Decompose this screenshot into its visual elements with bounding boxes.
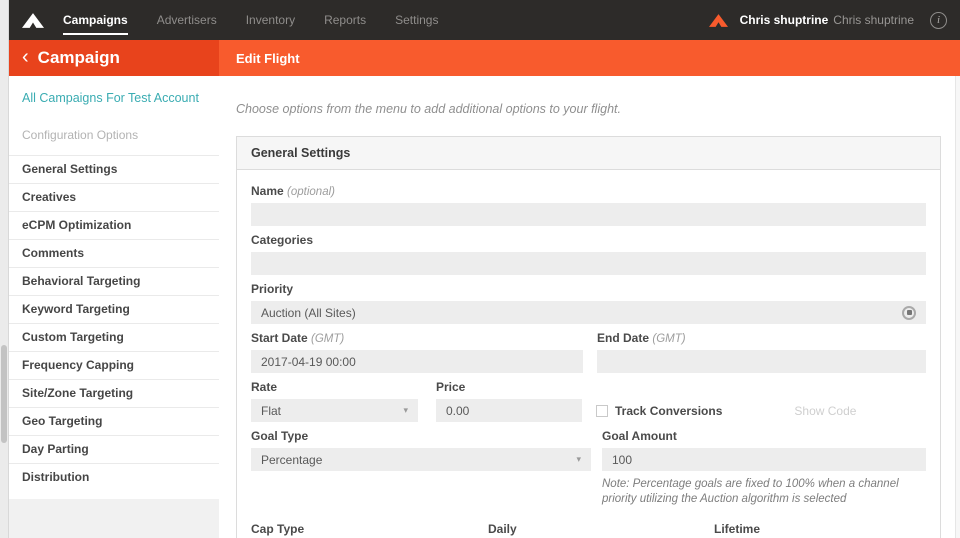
priority-label: Priority <box>251 282 294 296</box>
goal-amount-input[interactable] <box>602 448 926 471</box>
back-label: Campaign <box>37 48 120 67</box>
caret-logo-glyph <box>22 12 44 28</box>
nav-item-campaigns[interactable]: Campaigns <box>63 0 128 40</box>
sidebar-item-ecpm-optimization[interactable]: eCPM Optimization <box>9 211 219 239</box>
sub-header: ‹ Campaign Edit Flight <box>9 40 960 76</box>
goal-type-select[interactable]: Percentage ▾ <box>251 448 591 471</box>
name-optional-hint: (optional) <box>287 186 335 198</box>
goal-type-label: Goal Type <box>251 429 309 443</box>
configuration-options-list: General Settings Creatives eCPM Optimiza… <box>9 155 219 499</box>
back-to-campaign-link[interactable]: ‹ Campaign <box>9 40 219 76</box>
sidebar-item-day-parting[interactable]: Day Parting <box>9 435 219 463</box>
rate-label: Rate <box>251 380 278 394</box>
sidebar-item-general-settings[interactable]: General Settings <box>9 155 219 183</box>
price-label: Price <box>436 380 466 394</box>
nav-item-reports[interactable]: Reports <box>324 13 367 27</box>
priority-field[interactable]: Auction (All Sites) <box>251 301 926 324</box>
user-name: Chris shuptrine <box>739 13 829 27</box>
configuration-options-label: Configuration Options <box>22 128 139 142</box>
nav-item-inventory[interactable]: Inventory <box>245 13 296 27</box>
categories-label: Categories <box>251 233 314 247</box>
main-content: Choose options from the menu to add addi… <box>219 76 960 538</box>
track-conversions-label: Track Conversions <box>615 403 723 418</box>
goal-type-value: Percentage <box>261 452 323 467</box>
daily-label: Daily <box>488 521 517 536</box>
name-label: Name (optional) <box>251 184 335 198</box>
chevron-down-icon: ▾ <box>576 454 581 464</box>
sidebar-item-keyword-targeting[interactable]: Keyword Targeting <box>9 295 219 323</box>
sidebar-item-site-zone-targeting[interactable]: Site/Zone Targeting <box>9 379 219 407</box>
price-input[interactable] <box>436 399 582 422</box>
panel-title: General Settings <box>237 137 940 170</box>
goal-note: Note: Percentage goals are fixed to 100%… <box>602 478 899 505</box>
start-date-label: Start Date (GMT) <box>251 331 345 345</box>
adzerk-logo-icon[interactable] <box>22 12 44 28</box>
clear-priority-icon[interactable] <box>902 305 916 320</box>
app-window: Campaigns Advertisers Inventory Reports … <box>9 0 960 538</box>
cap-type-label: Cap Type <box>251 521 305 536</box>
scrollbar-thumb[interactable] <box>1 345 7 443</box>
sidebar-item-behavioral-targeting[interactable]: Behavioral Targeting <box>9 267 219 295</box>
page-title-bar: Edit Flight <box>219 40 960 76</box>
sidebar: All Campaigns For Test Account Configura… <box>9 76 219 538</box>
account-name: Chris shuptrine <box>833 13 914 27</box>
nav-item-advertisers[interactable]: Advertisers <box>156 13 217 27</box>
end-date-input[interactable] <box>597 350 926 373</box>
rate-select[interactable]: Flat ▾ <box>251 399 418 422</box>
rate-value: Flat <box>261 403 282 418</box>
back-chevron-icon: ‹ <box>22 46 29 68</box>
sidebar-item-distribution[interactable]: Distribution <box>9 463 219 491</box>
info-icon[interactable]: i <box>930 11 947 29</box>
goal-amount-label: Goal Amount <box>602 429 677 443</box>
show-code-link[interactable]: Show Code <box>794 403 857 418</box>
start-date-input[interactable] <box>251 350 583 373</box>
sidebar-item-custom-targeting[interactable]: Custom Targeting <box>9 323 219 351</box>
sidebar-item-comments[interactable]: Comments <box>9 239 219 267</box>
general-settings-panel: General Settings Name (optional) Categor… <box>236 136 941 538</box>
sidebar-item-geo-targeting[interactable]: Geo Targeting <box>9 407 219 435</box>
sidebar-item-creatives[interactable]: Creatives <box>9 183 219 211</box>
all-campaigns-link[interactable]: All Campaigns For Test Account <box>22 91 199 105</box>
categories-input[interactable] <box>251 252 926 275</box>
intro-text: Choose options from the menu to add addi… <box>236 102 621 116</box>
track-conversions-checkbox[interactable] <box>596 404 608 417</box>
top-nav: Campaigns Advertisers Inventory Reports … <box>9 0 960 40</box>
page-title: Edit Flight <box>236 50 300 66</box>
chevron-down-icon: ▾ <box>403 405 408 415</box>
start-date-gmt-hint: (GMT) <box>311 333 345 345</box>
end-date-label: End Date (GMT) <box>597 331 686 345</box>
window-scrollbar[interactable] <box>0 0 9 538</box>
content-scrollbar-gutter <box>955 76 960 538</box>
user-menu[interactable]: Chris shuptrine Chris shuptrine i <box>708 11 947 29</box>
account-caret-icon <box>708 13 728 27</box>
nav-item-settings[interactable]: Settings <box>395 13 439 27</box>
lifetime-label: Lifetime <box>714 521 761 536</box>
name-input[interactable] <box>251 203 926 226</box>
sidebar-item-frequency-capping[interactable]: Frequency Capping <box>9 351 219 379</box>
priority-value: Auction (All Sites) <box>261 305 356 320</box>
end-date-gmt-hint: (GMT) <box>652 333 686 345</box>
